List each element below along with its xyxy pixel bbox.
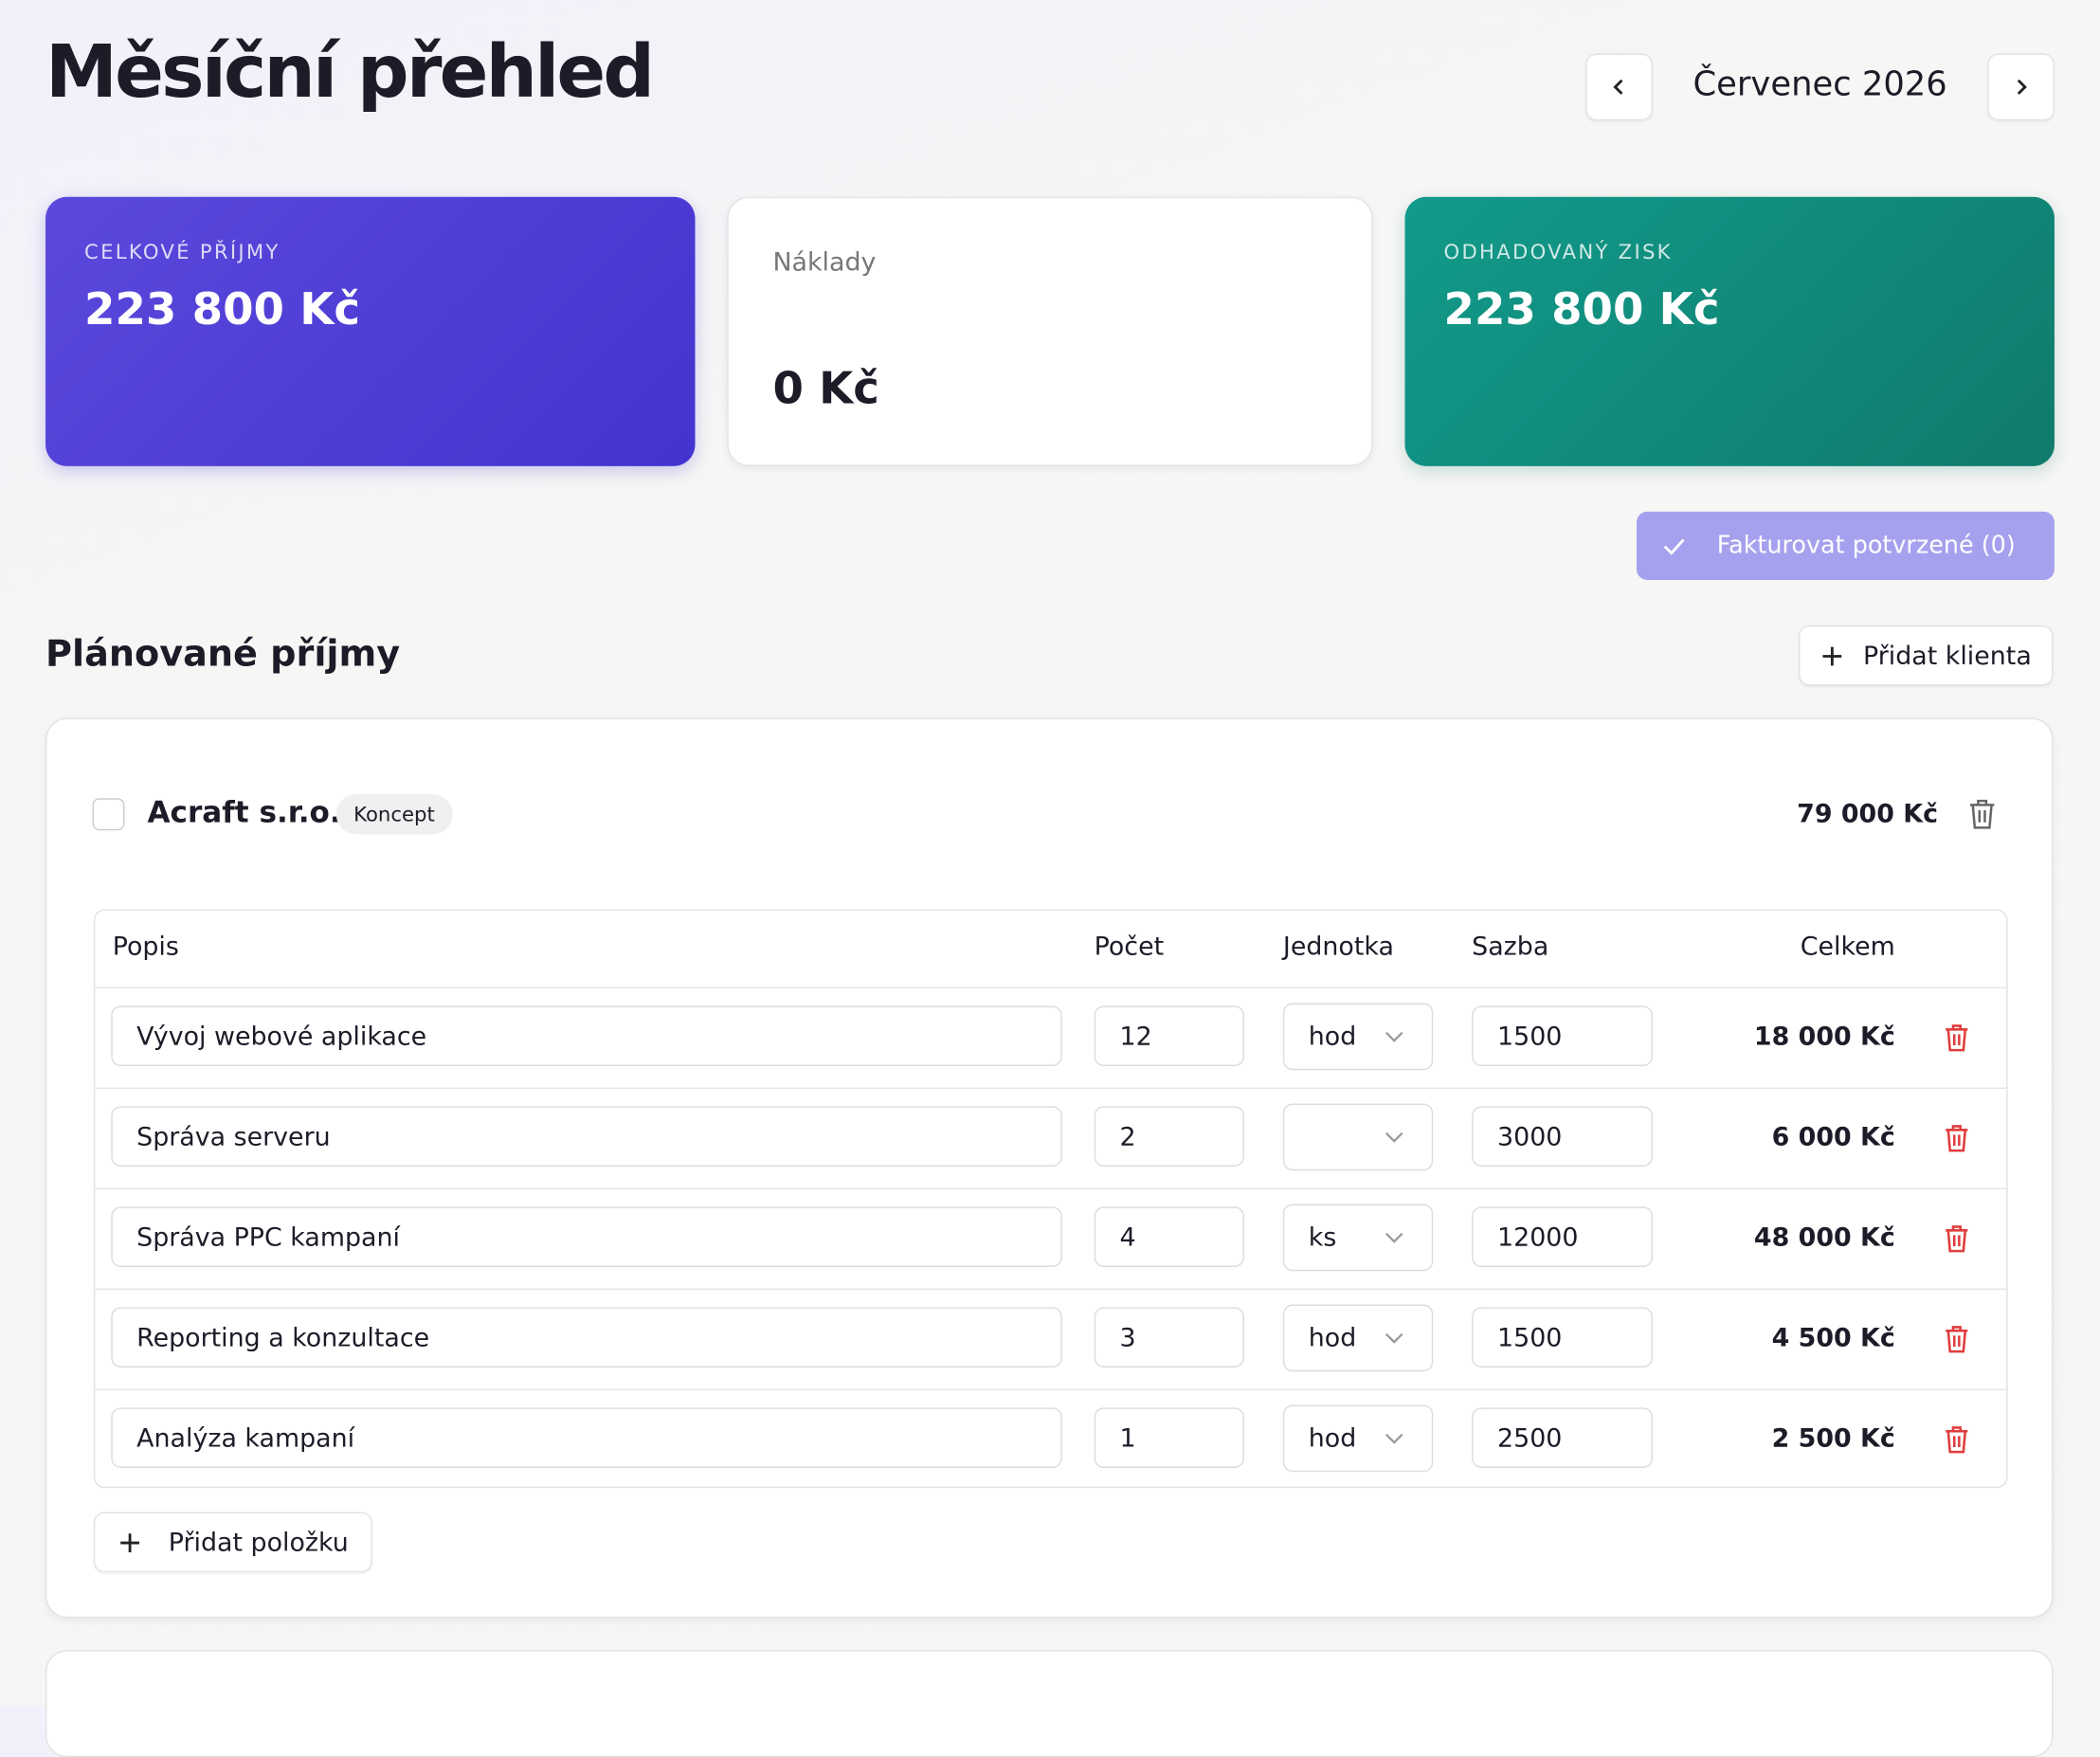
- client-total: 79 000 Kč: [1797, 799, 1939, 829]
- button-label: Fakturovat potvrzené (0): [1716, 532, 2016, 560]
- delete-row[interactable]: [1944, 1224, 1970, 1254]
- delete-row[interactable]: [1944, 1425, 1970, 1455]
- delete-row[interactable]: [1944, 1023, 1970, 1053]
- quantity-input[interactable]: 2: [1094, 1106, 1244, 1167]
- rate-input[interactable]: 3000: [1472, 1106, 1653, 1167]
- column-header: Počet: [1094, 932, 1165, 962]
- description-input[interactable]: Vývoj webové aplikace: [111, 1005, 1062, 1066]
- chevron: [1385, 1433, 1403, 1444]
- section-title: Plánované příjmy: [45, 633, 401, 676]
- card-value: 0 Kč: [772, 361, 879, 414]
- description-input[interactable]: Reporting a konzultace: [111, 1307, 1062, 1368]
- unit-select[interactable]: [1282, 1103, 1434, 1171]
- client-checkbox[interactable]: [92, 798, 125, 831]
- quantity-input[interactable]: 12: [1094, 1005, 1244, 1066]
- column-header: Sazba: [1472, 932, 1549, 962]
- add-item-button[interactable]: Přidat položku: [93, 1512, 372, 1573]
- profit-card: ODHADOVANÝ ZISK 223 800 Kč: [1404, 196, 2055, 466]
- row-divider: [95, 987, 2007, 988]
- column-header: Popis: [112, 932, 179, 962]
- delete-row[interactable]: [1944, 1124, 1970, 1153]
- card-value: 223 800 Kč: [84, 282, 361, 335]
- unit-select[interactable]: hod: [1282, 1304, 1434, 1372]
- status-badge: Koncept: [335, 794, 453, 835]
- unit-value: hod: [1308, 1022, 1357, 1052]
- quantity-input[interactable]: 4: [1094, 1206, 1244, 1267]
- unit-value: hod: [1308, 1323, 1357, 1353]
- items-table: Popis Počet Jednotka Sazba Celkem Vývoj webov…: [93, 909, 2008, 1489]
- unit-select[interactable]: hod: [1282, 1003, 1434, 1071]
- column-header: Celkem: [1800, 932, 1895, 962]
- rate-input[interactable]: 1500: [1472, 1005, 1653, 1066]
- prev-month[interactable]: [1585, 53, 1653, 121]
- row-divider: [95, 1087, 2007, 1089]
- card-value: 223 800 Kč: [1443, 282, 1720, 335]
- delete-client[interactable]: [1967, 798, 1997, 830]
- client-card: Acraft s.r.o. Koncept 79 000 Kč Popis Poč…: [45, 717, 2054, 1619]
- chevron: [1385, 1232, 1403, 1243]
- description-input[interactable]: Analýza kampaní: [111, 1407, 1062, 1468]
- row-divider: [95, 1388, 2007, 1390]
- button-label: Přidat klienta: [1862, 641, 2032, 671]
- chevron: [1385, 1031, 1403, 1042]
- client-name: Acraft s.r.o.: [147, 796, 341, 831]
- row-divider: [95, 1288, 2007, 1290]
- unit-select[interactable]: ks: [1282, 1204, 1434, 1272]
- description-input[interactable]: Správa serveru: [111, 1106, 1062, 1167]
- quantity-input[interactable]: 1: [1094, 1407, 1244, 1468]
- row-divider: [95, 1187, 2007, 1189]
- delete-row[interactable]: [1944, 1325, 1970, 1354]
- unit-select[interactable]: hod: [1282, 1404, 1434, 1473]
- chevron: [1385, 1132, 1403, 1143]
- row-total: 48 000 Kč: [1753, 1223, 1895, 1253]
- rate-input[interactable]: 2500: [1472, 1407, 1653, 1468]
- costs-card: Náklady 0 Kč: [727, 196, 1373, 466]
- row-total: 4 500 Kč: [1771, 1323, 1895, 1353]
- stage: Měsíční přehled Červenec 2026 CELKOVÉ PŘ…: [45, 29, 2055, 1757]
- unit-value: ks: [1308, 1223, 1337, 1253]
- add-client-button[interactable]: Přidat klienta: [1799, 625, 2054, 686]
- invoice-button[interactable]: Fakturovat potvrzené (0): [1637, 511, 2055, 580]
- month-label: Červenec 2026: [1693, 63, 1947, 103]
- rate-input[interactable]: 12000: [1472, 1206, 1653, 1267]
- column-header: Jednotka: [1282, 932, 1394, 962]
- description-input[interactable]: Správa PPC kampaní: [111, 1206, 1062, 1267]
- row-total: 6 000 Kč: [1771, 1122, 1895, 1152]
- card-label: ODHADOVANÝ ZISK: [1443, 239, 1673, 264]
- chevron: [1385, 1332, 1403, 1344]
- quantity-input[interactable]: 3: [1094, 1307, 1244, 1368]
- next-card: [45, 1650, 2054, 1757]
- card-label: CELKOVÉ PŘÍJMY: [84, 239, 281, 264]
- revenue-card: CELKOVÉ PŘÍJMY 223 800 Kč: [45, 196, 696, 466]
- row-total: 18 000 Kč: [1753, 1022, 1895, 1052]
- row-total: 2 500 Kč: [1771, 1423, 1895, 1454]
- button-label: Přidat položku: [168, 1527, 349, 1557]
- card-label: Náklady: [772, 247, 877, 278]
- unit-value: hod: [1308, 1423, 1357, 1454]
- next-month[interactable]: [1987, 53, 2055, 121]
- page-title: Měsíční přehled: [45, 29, 655, 115]
- rate-input[interactable]: 1500: [1472, 1307, 1653, 1368]
